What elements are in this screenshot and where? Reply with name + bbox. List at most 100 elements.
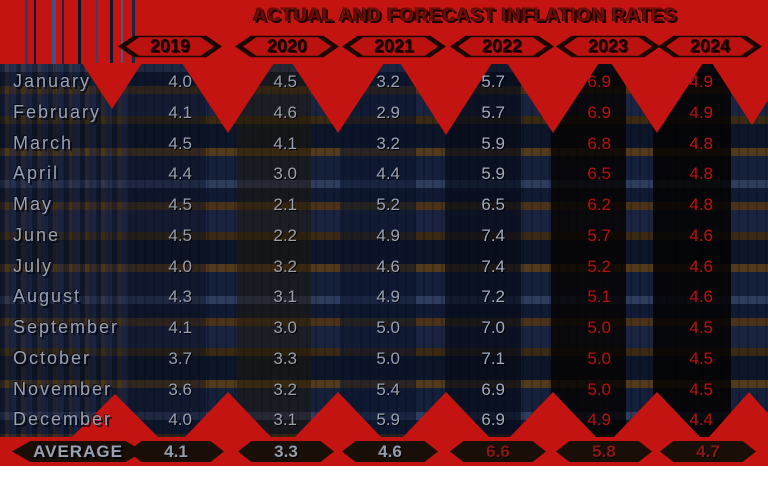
cell-value: 5.0 bbox=[376, 318, 400, 337]
cell-value: 4.0 bbox=[168, 410, 192, 430]
month-label: November bbox=[13, 378, 113, 399]
average-cell: 4.7 bbox=[660, 441, 756, 462]
cell-value: 3.2 bbox=[273, 256, 297, 276]
cell-value: 4.8 bbox=[689, 195, 713, 214]
cell-value: 4.5 bbox=[689, 348, 713, 368]
year-header: 2024 bbox=[658, 35, 762, 58]
cell-value: 5.0 bbox=[587, 379, 611, 399]
year-header: 2021 bbox=[342, 35, 446, 58]
average-cell: 5.8 bbox=[556, 441, 652, 462]
glitch-line bbox=[132, 0, 135, 64]
cell-value: 5.7 bbox=[481, 102, 505, 122]
cell-value: 4.6 bbox=[689, 256, 713, 276]
column-band-2021 bbox=[340, 64, 416, 437]
cell-value: 4.1 bbox=[168, 102, 192, 122]
cell-value: 6.9 bbox=[481, 379, 505, 399]
average-value: 6.6 bbox=[486, 441, 510, 461]
cell-value: 7.4 bbox=[481, 256, 505, 276]
month-label: December bbox=[13, 409, 113, 430]
year-lens-fill bbox=[666, 37, 754, 56]
month-label: June bbox=[13, 224, 61, 245]
cell-value: 5.7 bbox=[587, 225, 611, 245]
year-label: 2022 bbox=[481, 36, 523, 56]
cell-value: 4.9 bbox=[689, 72, 713, 91]
glitch-line bbox=[78, 0, 81, 64]
cell-value: 4.4 bbox=[376, 164, 400, 184]
cell-value: 6.2 bbox=[587, 195, 611, 214]
cell-value: 4.6 bbox=[689, 225, 713, 245]
year-lens-fill bbox=[350, 37, 438, 56]
table-row: May 4.5 2.1 5.2 6.5 6.2 4.8 bbox=[0, 191, 768, 222]
cell-value: 4.9 bbox=[376, 287, 400, 307]
page-title: ACTUAL AND FORECAST INFLATION RATES bbox=[252, 5, 678, 26]
cell-value: 2.1 bbox=[273, 195, 297, 214]
table-row: September 4.1 3.0 5.0 7.0 5.0 4.5 bbox=[0, 314, 768, 345]
cell-value: 5.0 bbox=[587, 348, 611, 368]
average-label-lens: AVERAGE bbox=[12, 441, 144, 462]
cell-value: 5.0 bbox=[587, 318, 611, 337]
cell-value: 7.1 bbox=[481, 348, 505, 368]
average-row: AVERAGE 4.1 3.3 4.6 6.6 5.8 4.7 bbox=[0, 437, 768, 466]
column-band-2023 bbox=[551, 64, 626, 437]
cell-value: 3.0 bbox=[273, 164, 297, 184]
bottom-margin bbox=[0, 466, 768, 498]
table-row: January 4.0 4.5 3.2 5.7 6.9 4.9 bbox=[0, 68, 768, 99]
table-row: July 4.0 3.2 4.6 7.4 5.2 4.6 bbox=[0, 253, 768, 284]
average-value: 4.6 bbox=[378, 441, 402, 461]
month-label: July bbox=[13, 255, 54, 276]
cell-value: 4.0 bbox=[168, 72, 192, 91]
average-value: 4.7 bbox=[696, 441, 720, 461]
cell-value: 2.2 bbox=[273, 225, 297, 245]
cell-value: 2.9 bbox=[376, 102, 400, 122]
cell-value: 5.4 bbox=[376, 379, 400, 399]
cell-value: 4.5 bbox=[689, 318, 713, 337]
average-cell: 3.3 bbox=[238, 441, 334, 462]
glitch-line bbox=[25, 0, 28, 64]
column-band-2022 bbox=[445, 64, 521, 437]
table-row: March 4.5 4.1 3.2 5.9 6.8 4.8 bbox=[0, 130, 768, 161]
cell-value: 4.0 bbox=[168, 256, 192, 276]
year-lens-fill bbox=[458, 37, 546, 56]
year-label: 2020 bbox=[266, 36, 308, 56]
cell-value: 6.5 bbox=[481, 195, 505, 214]
table-body-texture bbox=[0, 64, 768, 437]
cell-value: 4.9 bbox=[587, 410, 611, 430]
cell-value: 6.9 bbox=[481, 410, 505, 430]
cell-value: 4.9 bbox=[376, 225, 400, 245]
column-band-2024 bbox=[653, 64, 731, 437]
year-header: 2019 bbox=[118, 35, 222, 58]
cell-value: 5.9 bbox=[481, 133, 505, 153]
year-header: 2023 bbox=[556, 35, 660, 58]
month-label: October bbox=[13, 347, 92, 368]
cell-value: 5.7 bbox=[481, 72, 505, 91]
cell-value: 4.6 bbox=[376, 256, 400, 276]
table-row: April 4.4 3.0 4.4 5.9 6.5 4.8 bbox=[0, 160, 768, 191]
cell-value: 4.4 bbox=[689, 410, 713, 430]
cell-value: 3.2 bbox=[273, 379, 297, 399]
cell-value: 3.6 bbox=[168, 379, 192, 399]
cell-value: 6.5 bbox=[587, 164, 611, 184]
cell-value: 7.0 bbox=[481, 318, 505, 337]
month-label: September bbox=[13, 317, 120, 337]
cell-value: 5.9 bbox=[481, 164, 505, 184]
average-cell: 6.6 bbox=[450, 441, 546, 462]
cell-value: 6.8 bbox=[587, 133, 611, 153]
cell-value: 4.3 bbox=[168, 287, 192, 307]
year-lens-fill bbox=[243, 37, 331, 56]
cell-value: 6.9 bbox=[587, 102, 611, 122]
table-row: November 3.6 3.2 5.4 6.9 5.0 4.5 bbox=[0, 376, 768, 407]
cell-value: 3.3 bbox=[273, 348, 297, 368]
cell-value: 4.6 bbox=[273, 102, 297, 122]
cell-value: 4.1 bbox=[273, 133, 297, 153]
cell-value: 5.9 bbox=[376, 410, 400, 430]
cell-value: 4.5 bbox=[689, 379, 713, 399]
year-label: 2021 bbox=[373, 36, 415, 56]
year-header: 2020 bbox=[235, 35, 339, 58]
cell-value: 4.8 bbox=[689, 164, 713, 184]
column-band-2019 bbox=[132, 64, 206, 437]
cell-value: 4.9 bbox=[689, 102, 713, 122]
glitch-line bbox=[121, 0, 123, 64]
month-label: February bbox=[13, 101, 102, 122]
year-header: 2022 bbox=[450, 35, 554, 58]
